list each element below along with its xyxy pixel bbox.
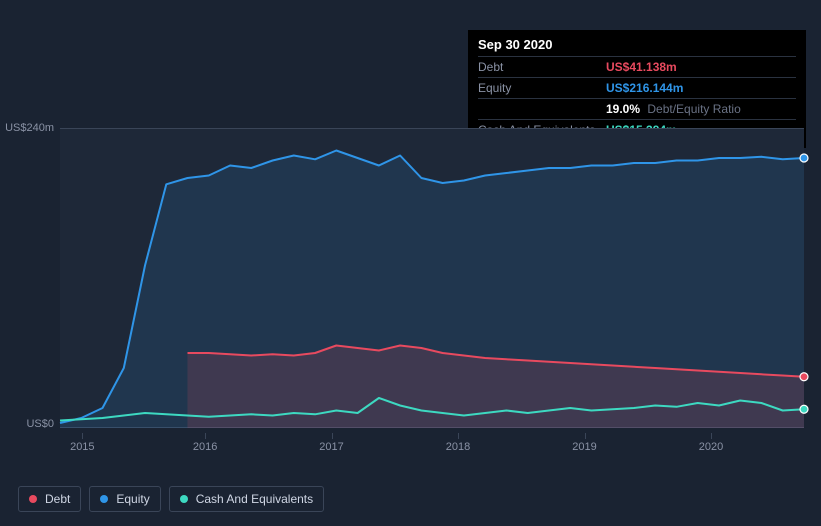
x-axis-label: 2015 — [70, 441, 94, 453]
tooltip-value: US$216.144m — [606, 80, 796, 96]
legend-label: Debt — [45, 492, 70, 506]
x-tick — [458, 433, 459, 439]
legend-item-cash-and-equivalents[interactable]: Cash And Equivalents — [169, 486, 324, 512]
x-axis: 2015 2016 2017 2018 2019 2020 — [60, 433, 804, 463]
tooltip-key: Equity — [478, 80, 606, 96]
cash-end-marker — [800, 405, 808, 413]
x-tick — [332, 433, 333, 439]
chart: US$240m US$0 201520162017201820192020 — [18, 128, 804, 448]
tooltip-date: Sep 30 2020 — [478, 36, 796, 56]
legend-item-debt[interactable]: Debt — [18, 486, 81, 512]
tooltip-value: 19.0% Debt/Equity Ratio — [606, 101, 796, 117]
x-tick — [205, 433, 206, 439]
x-tick — [82, 433, 83, 439]
equity-end-marker — [800, 154, 808, 162]
legend: Debt Equity Cash And Equivalents — [18, 486, 324, 512]
x-axis-label: 2016 — [193, 441, 217, 453]
legend-dot-icon — [100, 495, 108, 503]
x-axis-label: 2017 — [319, 441, 343, 453]
x-tick — [585, 433, 586, 439]
x-tick — [711, 433, 712, 439]
tooltip-value: US$41.138m — [606, 59, 796, 75]
legend-label: Cash And Equivalents — [196, 492, 313, 506]
tooltip-row: EquityUS$216.144m — [478, 77, 796, 98]
legend-dot-icon — [180, 495, 188, 503]
legend-item-equity[interactable]: Equity — [89, 486, 160, 512]
chart-svg — [60, 128, 804, 428]
legend-label: Equity — [116, 492, 149, 506]
y-axis-label-max: US$240m — [5, 122, 54, 134]
tooltip-key — [478, 101, 606, 117]
plot-area[interactable] — [60, 128, 804, 428]
x-axis-label: 2018 — [446, 441, 470, 453]
y-axis-label-min: US$0 — [26, 418, 54, 430]
x-axis-label: 2020 — [699, 441, 723, 453]
x-axis-label: 2019 — [572, 441, 596, 453]
debt-end-marker — [800, 373, 808, 381]
tooltip-row: DebtUS$41.138m — [478, 56, 796, 77]
tooltip-key: Debt — [478, 59, 606, 75]
tooltip-row: 19.0% Debt/Equity Ratio — [478, 98, 796, 119]
legend-dot-icon — [29, 495, 37, 503]
